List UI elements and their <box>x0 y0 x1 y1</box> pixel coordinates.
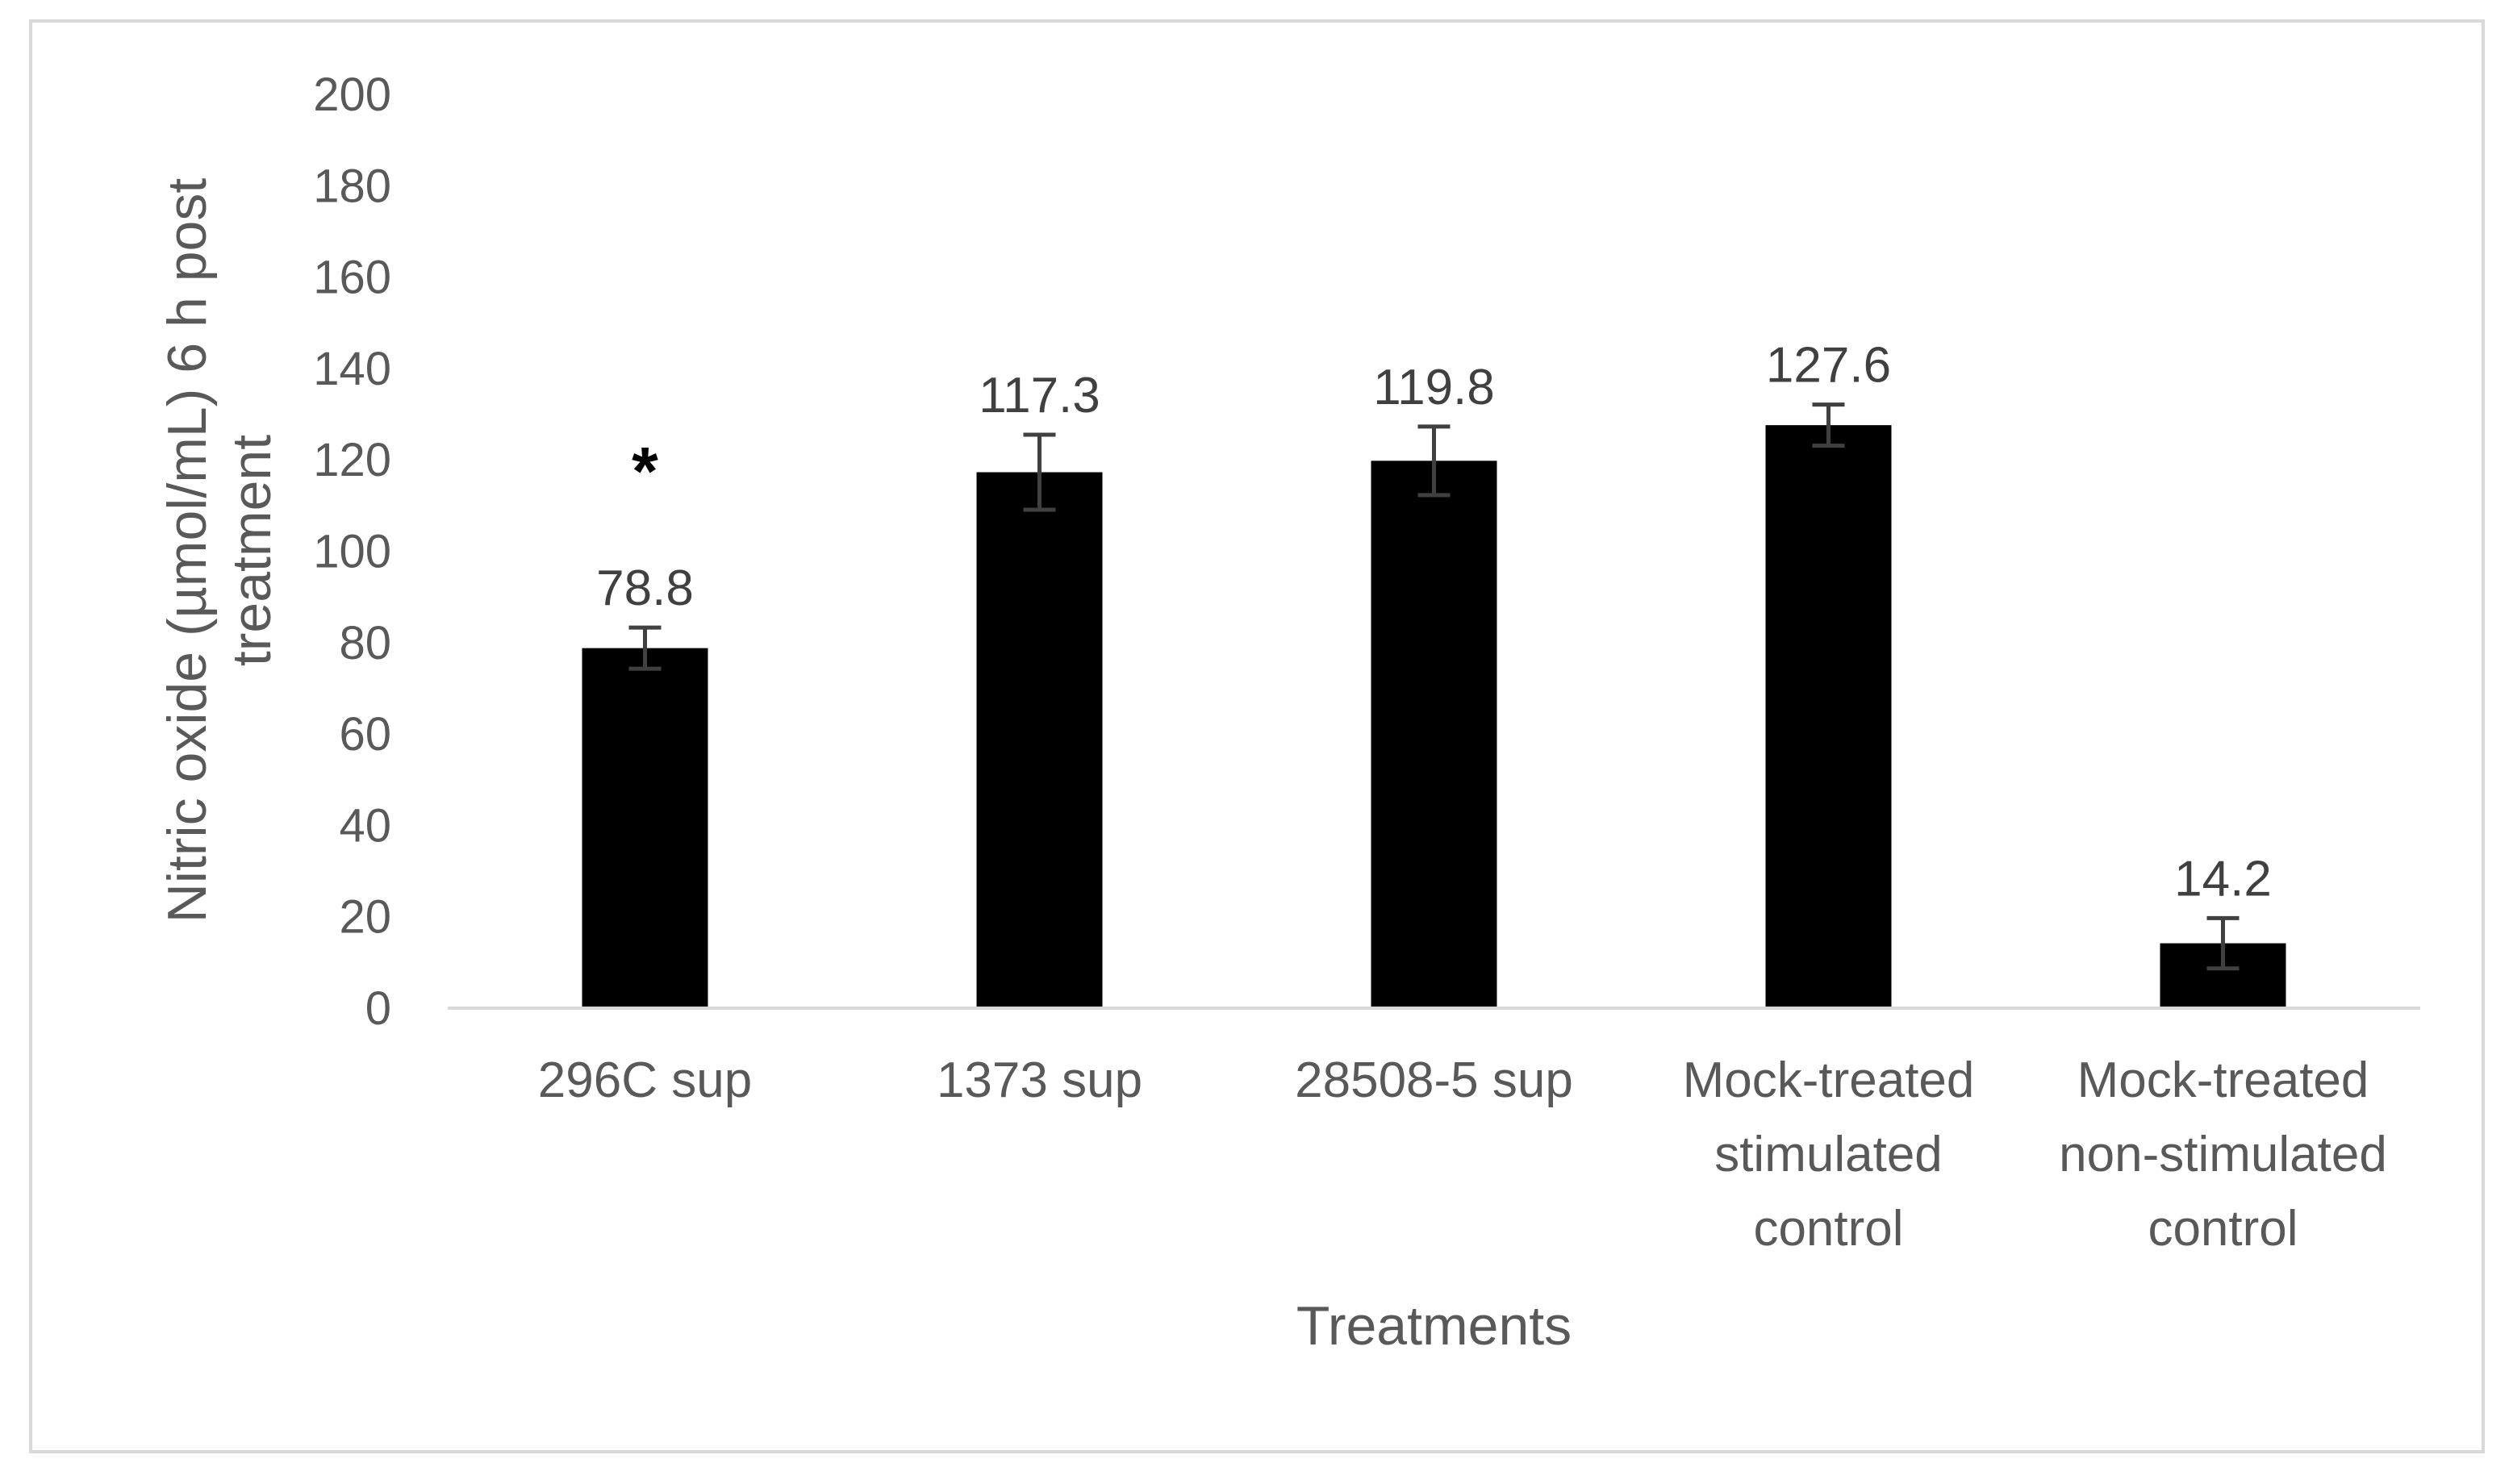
y-tick-label: 120 <box>313 434 391 486</box>
y-tick-label: 40 <box>339 799 391 852</box>
y-tick-label: 140 <box>313 343 391 395</box>
x-axis-title: Treatments <box>1296 1295 1572 1357</box>
error-bar <box>628 625 662 671</box>
error-bars <box>628 402 2240 971</box>
x-category-label: Mock-treated non-stimulated control <box>2059 1053 2387 1257</box>
data-label: 117.3 <box>979 368 1100 423</box>
data-label: 127.6 <box>1766 338 1891 394</box>
significance-marks: * <box>632 433 658 509</box>
y-tick-label: 100 <box>313 526 391 578</box>
bar <box>976 472 1103 1008</box>
bar <box>1765 425 1892 1008</box>
error-bar <box>1812 402 1845 448</box>
y-axis-title: Nitric oxide (µmol/mL) 6 h posttreatment <box>157 178 282 923</box>
bar <box>582 648 708 1008</box>
bars <box>582 425 2286 1008</box>
y-tick-label: 0 <box>365 982 391 1035</box>
error-bar <box>1417 424 1451 498</box>
data-label: 78.8 <box>596 561 694 616</box>
chart-frame <box>29 19 2485 1453</box>
y-tick-label: 60 <box>339 708 391 761</box>
y-tick-label: 80 <box>339 617 391 669</box>
data-labels: 78.8 117.3 119.8 127.6 14.2 <box>596 338 2272 907</box>
x-axis-categories: 296C sup 1373 sup 28508-5 sup Mock-treated s… <box>538 1053 2387 1257</box>
error-bar <box>2206 915 2240 971</box>
x-category-label: 296C sup <box>538 1053 752 1108</box>
y-tick-label: 180 <box>313 160 391 212</box>
y-axis-ticks: 0 20 40 60 80 100 120 140 160 180 200 <box>313 69 391 1035</box>
significance-asterisk: * <box>632 433 658 509</box>
data-label: 119.8 <box>1373 360 1495 415</box>
y-tick-label: 200 <box>313 69 391 121</box>
x-category-label: 1373 sup <box>937 1053 1142 1108</box>
y-tick-label: 20 <box>339 891 391 944</box>
data-label: 14.2 <box>2174 851 2272 907</box>
x-category-label: Mock-treated stimulated control <box>1683 1053 1975 1257</box>
error-bar <box>1023 432 1056 512</box>
bar <box>1371 461 1497 1008</box>
y-tick-label: 160 <box>313 252 391 304</box>
x-category-label: 28508-5 sup <box>1295 1053 1573 1108</box>
